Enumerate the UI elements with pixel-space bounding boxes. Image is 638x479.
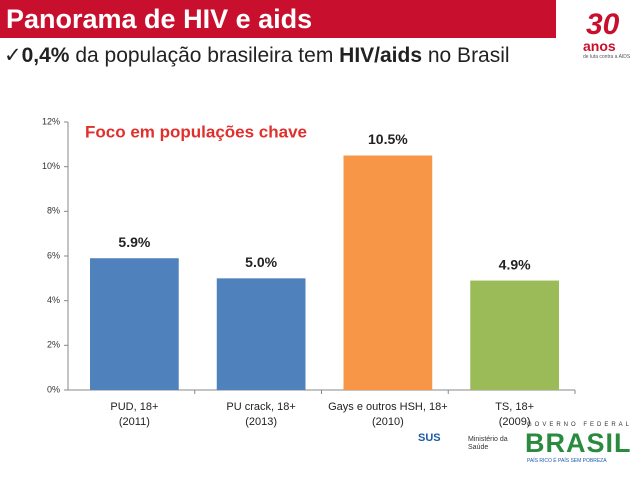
ministry-logo: Ministério da Saúde [468, 436, 508, 451]
x-tick-label: TS, 18+ (2009) [495, 401, 535, 428]
subtitle: ✓0,4% da população brasileira tem HIV/ai… [4, 43, 510, 68]
gov-top: GOVERNO FEDERAL [527, 422, 633, 428]
subtitle-part: ✓ [4, 44, 22, 67]
gov-motto: PAÍS RICO É PAÍS SEM POBREZA [527, 458, 607, 464]
bar [216, 278, 306, 390]
value-label: 4.9% [499, 256, 531, 272]
bar [470, 280, 559, 390]
annotation: Foco em populações chave [85, 122, 307, 141]
y-tick-label: 2% [47, 340, 60, 350]
x-tick-label: PUD, 18+ (2011) [110, 401, 159, 428]
y-tick-label: 8% [47, 206, 60, 216]
bar [343, 155, 433, 390]
value-label: 5.0% [245, 254, 277, 270]
sus-logo: SUS [418, 432, 441, 444]
logo-word: anos [583, 38, 616, 54]
value-label: 10.5% [368, 131, 408, 147]
subtitle-part: da população brasileira tem [69, 44, 340, 67]
y-tick-label: 6% [47, 250, 60, 260]
y-tick-label: 12% [42, 116, 60, 126]
y-tick-label: 0% [47, 384, 60, 394]
slide-title: Panorama de HIV e aids [0, 0, 556, 38]
x-tick-label: PU crack, 18+ (2013) [226, 401, 296, 428]
logo-number: 30 [586, 8, 620, 41]
subtitle-part: 0,4% [21, 44, 70, 67]
bar [90, 258, 179, 390]
subtitle-part: no Brasil [422, 44, 510, 67]
x-tick-label: Gays e outros HSH, 18+ (2010) [328, 401, 448, 428]
logo-caption: de luta contra a AIDS [583, 54, 631, 60]
subtitle-part: HIV/aids [339, 44, 423, 67]
value-label: 5.9% [118, 234, 150, 250]
gov-name: BRASIL [525, 428, 632, 458]
y-tick-label: 10% [42, 161, 60, 171]
y-tick-label: 4% [47, 295, 60, 305]
